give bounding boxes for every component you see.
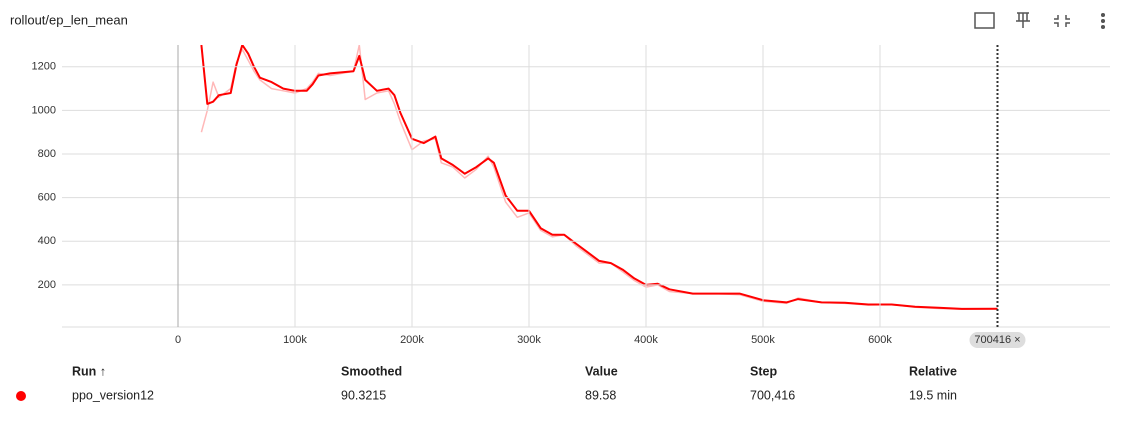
- column-header: Step: [750, 364, 777, 378]
- y-tick-label: 1000: [32, 104, 56, 116]
- x-tick-label: 200k: [400, 334, 424, 346]
- toolbar: [974, 12, 1106, 30]
- y-tick-label: 400: [38, 235, 56, 247]
- x-tick-label: 400k: [634, 334, 658, 346]
- cell: 89.58: [585, 388, 616, 402]
- pin-icon[interactable]: [1016, 12, 1030, 28]
- cell: 90.3215: [341, 388, 386, 402]
- cell: 700,416: [750, 388, 795, 402]
- series-line: [200, 45, 998, 311]
- cursor-label: 700416 ×: [974, 334, 1020, 346]
- column-header: Smoothed: [341, 364, 402, 378]
- x-tick-label: 600k: [868, 334, 892, 346]
- y-tick-label: 200: [38, 279, 56, 291]
- fit-icon[interactable]: [974, 12, 995, 29]
- column-header: Value: [585, 364, 618, 378]
- x-tick-label: 300k: [517, 334, 541, 346]
- cursor-chip: [969, 332, 1026, 348]
- column-header: Run ↑: [72, 364, 106, 378]
- card-title: rollout/ep_len_mean: [10, 12, 128, 27]
- menu-icon[interactable]: [1100, 12, 1106, 18]
- y-tick-label: 600: [38, 192, 56, 204]
- cell: ppo_version12: [72, 388, 154, 402]
- y-tick-label: 1200: [32, 61, 56, 73]
- series-line: [200, 45, 998, 310]
- x-tick-label: 0: [175, 334, 181, 346]
- cell: 19.5 min: [909, 388, 957, 402]
- run-color: [16, 391, 26, 401]
- column-header: Relative: [909, 364, 957, 378]
- collapse-icon[interactable]: [1054, 15, 1070, 27]
- plot: [200, 45, 998, 311]
- x-tick-label: 100k: [283, 334, 307, 346]
- x-tick-label: 500k: [751, 334, 775, 346]
- y-tick-label: 800: [38, 148, 56, 160]
